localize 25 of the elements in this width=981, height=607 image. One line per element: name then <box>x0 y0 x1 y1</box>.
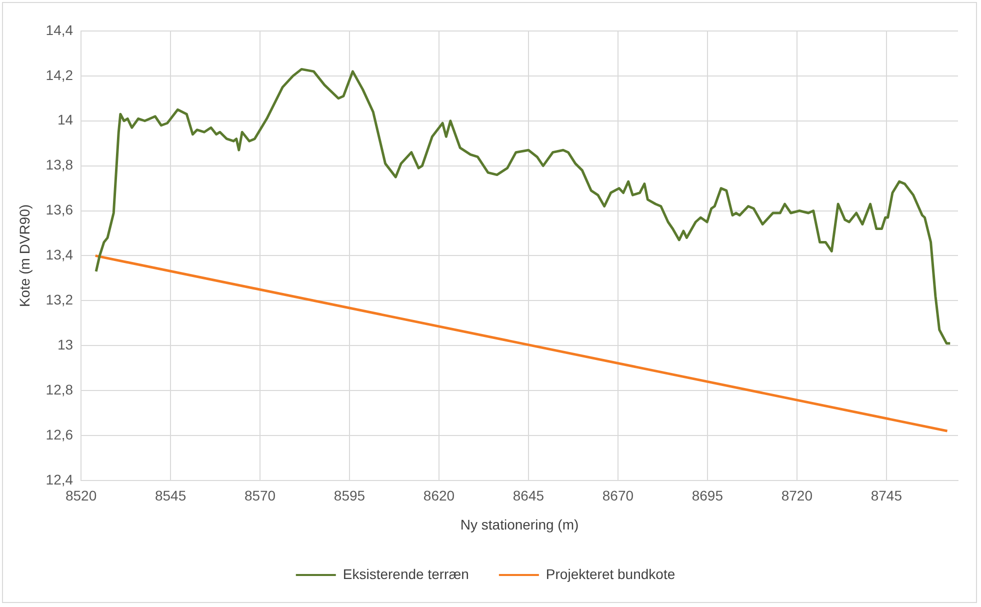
y-tick-label: 13,4 <box>46 246 74 263</box>
x-tick-label: 8670 <box>602 488 634 504</box>
x-tick-label: 8520 <box>65 488 97 504</box>
x-tick-label: 8745 <box>870 488 902 504</box>
x-tick-label: 8620 <box>423 488 455 504</box>
y-tick-label: 12,8 <box>46 381 74 398</box>
y-tick-label: 13 <box>57 336 74 352</box>
y-tick-label: 13,6 <box>46 202 74 218</box>
y-tick-label: 14,2 <box>46 66 74 83</box>
x-axis-title: Ny stationering (m) <box>460 516 579 532</box>
y-tick-label: 14,4 <box>46 22 74 38</box>
x-tick-label: 8570 <box>244 488 276 504</box>
x-tick-label: 8595 <box>334 488 366 504</box>
y-tick-label: 12,6 <box>46 426 74 442</box>
y-tick-label: 12,4 <box>46 471 74 488</box>
legend-label: Eksisterende terræn <box>342 566 469 582</box>
x-tick-label: 8695 <box>692 488 724 504</box>
x-tick-label: 8545 <box>154 488 186 504</box>
x-tick-label: 8720 <box>781 488 813 504</box>
x-tick-label: 8645 <box>512 488 544 504</box>
y-tick-label: 13,8 <box>46 156 74 173</box>
y-tick-label: 13,2 <box>46 292 74 308</box>
y-axis-title: Kote (m DVR90) <box>16 204 32 308</box>
y-tick-label: 14 <box>57 112 74 128</box>
legend-label: Projekteret bundkote <box>546 566 676 582</box>
